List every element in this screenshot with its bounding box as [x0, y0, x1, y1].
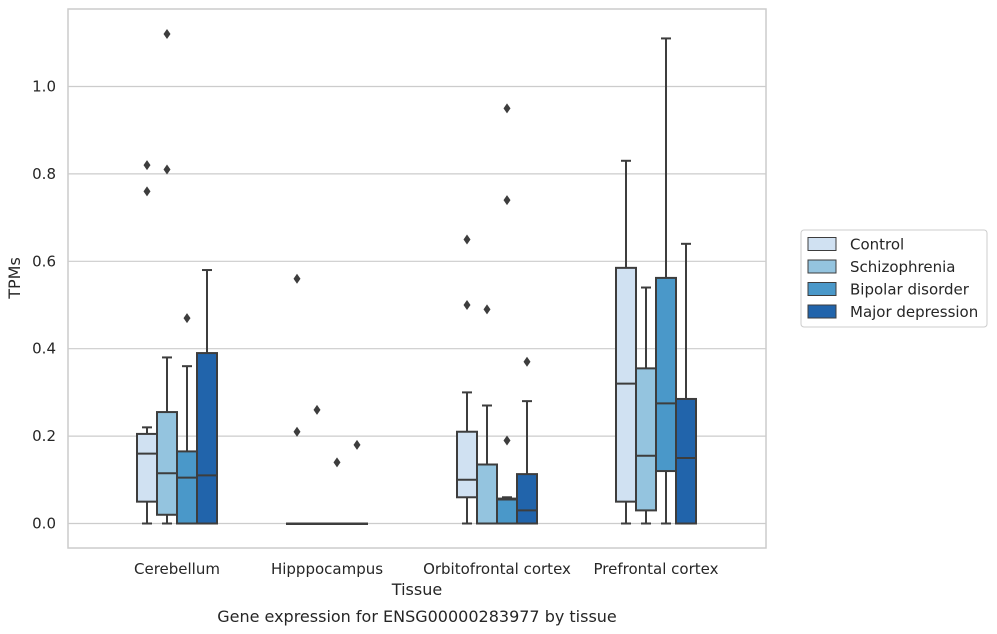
box-plot: [516, 356, 538, 525]
legend-label: Bipolar disorder: [850, 281, 970, 299]
outlier-point: [293, 273, 301, 284]
box: [136, 432, 158, 503]
legend-swatch: [807, 259, 837, 274]
legend-swatch: [807, 304, 837, 319]
box: [516, 473, 538, 525]
box-plot: [675, 242, 697, 525]
chart-caption: Gene expression for ENSG00000283977 by t…: [217, 607, 617, 626]
box-plot: [306, 404, 328, 525]
box-plot: [286, 273, 308, 525]
plot-area: [67, 8, 767, 549]
box: [635, 367, 657, 512]
x-axis: Cerebellum Hipppocampus Orbitofrontal cort…: [134, 560, 719, 578]
outlier-point: [503, 103, 511, 114]
outlier-point: [333, 457, 341, 468]
outlier-point: [163, 164, 171, 175]
box-plot: [496, 103, 518, 525]
legend-label: Control: [850, 236, 904, 254]
box-plot: [136, 160, 158, 525]
outlier-point: [483, 304, 491, 315]
box-plot: [456, 234, 478, 525]
outlier-point: [143, 160, 151, 171]
legend-frame: [800, 229, 988, 328]
x-tick-label: Cerebellum: [134, 560, 220, 578]
x-tick-label: Orbitofrontal cortex: [423, 560, 571, 578]
box-plot: [156, 29, 178, 525]
box: [496, 497, 518, 525]
outlier-point: [503, 195, 511, 206]
box-plot: [615, 159, 637, 525]
y-axis-label: TPMs: [5, 257, 24, 300]
x-tick-label: Prefrontal cortex: [594, 560, 719, 578]
box-plot: [346, 439, 368, 525]
outlier-point: [353, 439, 361, 450]
box: [176, 450, 198, 525]
y-tick-label: 0.2: [32, 427, 56, 445]
box: [456, 430, 478, 499]
y-tick-label: 0.6: [32, 252, 56, 270]
legend-label: Schizophrenia: [850, 258, 955, 276]
legend-swatch: [807, 282, 837, 296]
box-layer: [136, 29, 697, 525]
outlier-point: [503, 435, 511, 446]
box-plot: [655, 37, 677, 525]
y-tick-label: 0.0: [32, 515, 56, 533]
outlier-point: [293, 426, 301, 437]
x-tick-label: Hipppocampus: [271, 560, 383, 578]
y-axis: 0.0 0.2 0.4 0.6 0.8 1.0: [32, 78, 56, 533]
box: [655, 276, 677, 473]
x-axis-label: Tissue: [391, 580, 442, 599]
box: [476, 463, 498, 525]
y-tick-label: 0.4: [32, 340, 56, 358]
outlier-point: [463, 300, 471, 310]
legend-swatch: [807, 237, 837, 251]
box-plot: [476, 304, 498, 525]
box: [156, 411, 178, 516]
y-tick-label: 1.0: [32, 78, 56, 96]
outlier-point: [143, 186, 151, 197]
legend: Control Schizophrenia Bipolar disorder Majo…: [800, 229, 988, 328]
y-tick-label: 0.8: [32, 165, 56, 183]
legend-label: Major depression: [850, 303, 978, 321]
box: [615, 266, 637, 503]
box: [675, 397, 697, 525]
box-plot: [196, 269, 218, 525]
outlier-point: [463, 234, 471, 245]
box: [196, 352, 218, 525]
outlier-point: [163, 29, 171, 40]
outlier-point: [313, 404, 321, 415]
outlier-point: [523, 356, 531, 367]
box-plot: [176, 313, 198, 525]
box-plot: [635, 286, 657, 525]
box-plot: [326, 457, 348, 525]
outlier-point: [183, 313, 191, 324]
